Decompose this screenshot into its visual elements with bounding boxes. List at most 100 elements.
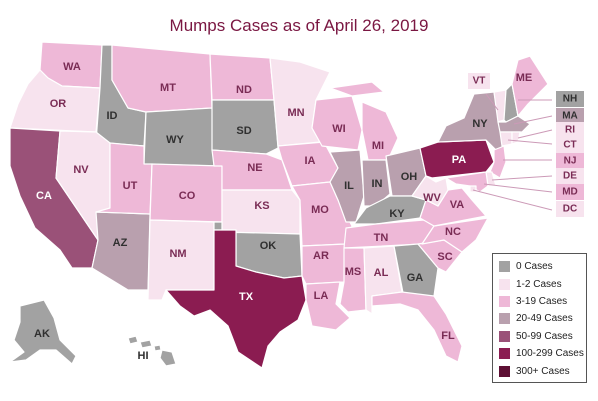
callout-label-nh: NH [563,94,577,105]
legend-label: 300+ Cases [516,365,570,377]
legend-swatch [499,295,510,307]
state-label-mn: MN [287,107,304,119]
state-label-mi: MI [372,140,384,152]
callout-ri[interactable] [556,122,584,138]
state-label-va: VA [450,199,465,211]
state-label-nm: NM [169,248,186,260]
state-label-ny: NY [472,118,488,130]
callout-label-vt: VT [473,76,486,87]
callout-label-md: MD [562,187,578,198]
state-label-il: IL [344,180,354,192]
state-fl[interactable] [371,291,463,363]
callout-label-nj: NJ [564,156,577,167]
state-label-ga: GA [407,272,424,284]
legend-label: 0 Cases [516,261,553,273]
state-label-az: AZ [113,237,128,249]
state-label-ca: CA [36,190,52,202]
callout-label-ct: CT [563,140,576,151]
state-label-id: ID [107,110,118,122]
state-label-ms: MS [345,266,362,278]
state-label-oh: OH [401,171,418,183]
state-label-la: LA [314,290,329,302]
legend-item: 1-2 Cases [499,275,580,292]
callout-label-ma: MA [562,111,578,122]
legend-swatch [499,365,510,377]
state-label-ia: IA [305,155,316,167]
callout-nh[interactable] [556,91,584,107]
state-label-ok: OK [260,240,277,252]
map-legend: 0 Cases 1-2 Cases 3-19 Cases 20-49 Cases… [492,253,587,383]
state-la[interactable] [305,281,351,331]
legend-item: 20-49 Cases [499,310,580,327]
legend-item: 100-299 Cases [499,345,584,362]
legend-item: 50-99 Cases [499,328,580,345]
state-label-nd: ND [236,84,252,96]
state-label-hi: HI [138,350,149,362]
callout-dc[interactable] [556,201,584,217]
legend-item: 0 Cases [499,258,580,275]
legend-label: 100-299 Cases [516,348,584,360]
legend-swatch [499,261,510,273]
state-label-ut: UT [123,180,138,192]
state-label-wa: WA [63,61,81,73]
state-il[interactable] [329,149,365,223]
state-label-ks: KS [254,200,269,212]
state-dc[interactable] [469,185,477,193]
callout-de[interactable] [556,168,584,184]
state-label-mt: MT [160,82,176,94]
map-title: Mumps Cases as of April 26, 2019 [169,16,429,35]
state-label-ak: AK [34,328,50,340]
legend-swatch [499,313,510,325]
state-label-wi: WI [332,123,345,135]
state-az[interactable] [91,211,151,291]
callout-label-dc: DC [563,204,577,215]
state-nm[interactable] [147,219,215,301]
legend-item: 300+ Cases [499,362,580,379]
legend-label: 3-19 Cases [516,295,568,307]
callout-vt[interactable] [468,73,490,89]
state-sd[interactable] [211,99,279,155]
state-label-al: AL [374,267,389,279]
state-ak[interactable] [9,299,77,365]
legend-swatch [499,278,510,290]
legend-label: 1-2 Cases [516,278,562,290]
state-nj[interactable] [489,145,507,179]
state-ga[interactable] [393,243,439,299]
state-label-pa: PA [452,154,467,166]
state-label-mo: MO [311,204,329,216]
state-hi[interactable] [127,335,177,367]
state-label-in: IN [372,178,383,190]
state-label-fl: FL [441,330,455,342]
state-label-nc: NC [445,226,461,238]
state-ct[interactable] [499,131,513,147]
state-label-wv: WV [423,192,441,204]
state-label-ne: NE [247,162,262,174]
callout-label-de: DE [563,171,577,182]
callout-ct[interactable] [556,137,584,153]
state-label-sd: SD [236,125,251,137]
callout-md[interactable] [556,184,584,200]
state-ms[interactable] [339,247,367,313]
legend-swatch [499,348,510,360]
state-label-nv: NV [73,164,89,176]
legend-item: 3-19 Cases [499,293,580,310]
state-tx[interactable] [165,229,307,369]
state-label-co: CO [179,190,196,202]
state-me[interactable] [511,55,549,117]
callout-lines [472,93,553,211]
state-ks[interactable] [221,189,301,235]
legend-swatch [499,330,510,342]
state-mt[interactable] [111,44,213,113]
state-label-ar: AR [313,250,329,262]
callout-label-ri: RI [565,125,575,136]
state-label-me: ME [516,72,533,84]
state-label-ky: KY [389,208,405,220]
state-label-tn: TN [374,232,389,244]
callout-nj[interactable] [556,153,584,169]
state-label-tx: TX [239,291,254,303]
callout-ma[interactable] [556,108,584,124]
legend-label: 50-99 Cases [516,330,573,342]
state-label-or: OR [50,98,67,110]
state-label-wy: WY [166,134,184,146]
